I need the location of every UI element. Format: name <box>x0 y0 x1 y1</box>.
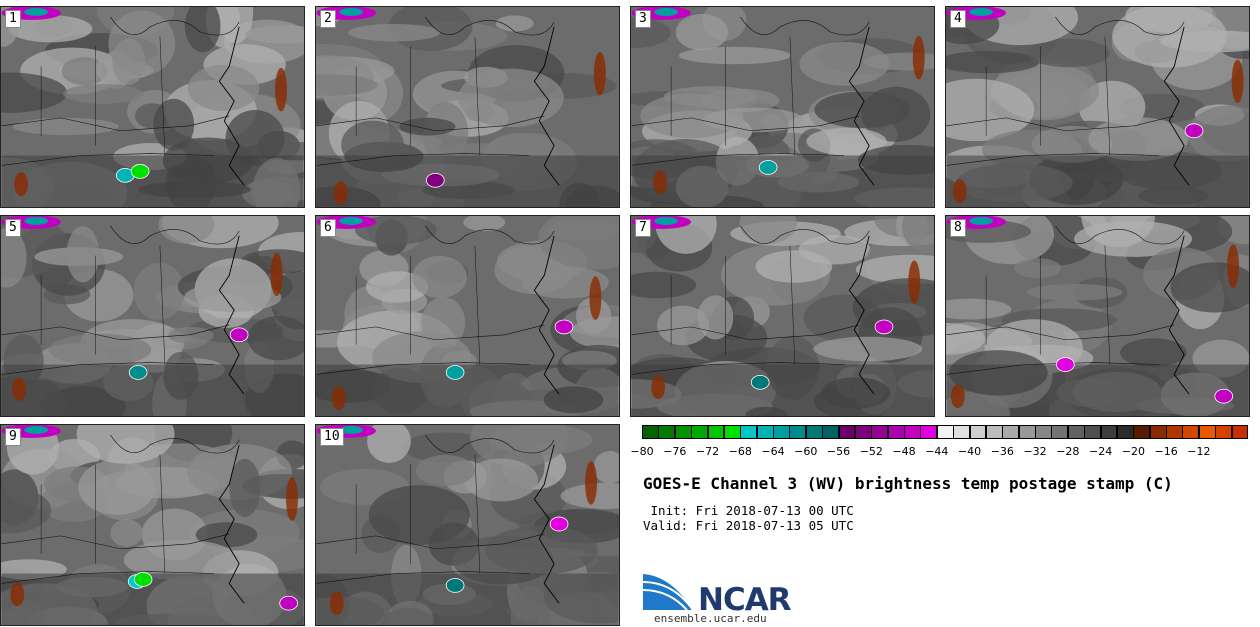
legend-swatch <box>691 425 708 439</box>
legend-swatch <box>1100 425 1118 439</box>
panel-number: 1 <box>5 10 21 28</box>
panel-number: 3 <box>635 10 651 28</box>
legend-swatch <box>723 425 741 439</box>
map-field-4 <box>946 7 1249 207</box>
panel-number: 8 <box>950 219 966 237</box>
panel-6: 6 <box>315 215 620 417</box>
init-time: Init: Fri 2018-07-13 00 UTC <box>643 503 854 518</box>
panel-10: 10 <box>315 424 620 626</box>
map-field-10 <box>316 425 619 625</box>
map-field-9 <box>1 425 304 625</box>
panel-1: 1 <box>0 6 305 208</box>
legend-tick-label: −64 <box>761 445 785 458</box>
panel-9: 9 <box>0 424 305 626</box>
legend-swatch <box>789 425 807 439</box>
legend-swatch <box>904 425 921 439</box>
legend-tick-label: −68 <box>728 445 752 458</box>
panel-8: 8 <box>945 215 1250 417</box>
legend-tick-label: −24 <box>1088 445 1113 458</box>
panel-number: 9 <box>5 428 21 446</box>
panel-number: 5 <box>5 219 21 237</box>
figure-title: GOES-E Channel 3 (WV) brightness temp po… <box>643 474 1173 493</box>
legend-swatch <box>1084 425 1102 439</box>
legend-swatch <box>887 425 905 439</box>
map-field-2 <box>316 7 619 207</box>
legend-swatch <box>1182 425 1200 439</box>
valid-time: Valid: Fri 2018-07-13 05 UTC <box>643 518 854 533</box>
legend-swatch <box>985 425 1003 439</box>
legend-tick-label: −20 <box>1121 445 1145 458</box>
panel-number: 7 <box>635 219 651 237</box>
map-field-7 <box>631 216 934 416</box>
legend-swatch <box>1198 425 1216 439</box>
legend-swatch <box>1166 425 1183 439</box>
legend-swatch <box>1051 425 1069 439</box>
legend-tick-label: −48 <box>892 445 916 458</box>
panel-2: 2 <box>315 6 620 208</box>
map-field-3 <box>631 7 934 207</box>
legend-swatch <box>936 425 954 439</box>
map-field-5 <box>1 216 304 416</box>
legend-tick-label: −36 <box>990 445 1014 458</box>
panel-7: 7 <box>630 215 935 417</box>
site-url: ensemble.ucar.edu <box>654 612 767 625</box>
ncar-logo-icon <box>643 574 694 611</box>
legend-swatch <box>953 425 971 439</box>
legend-swatch <box>1035 425 1052 439</box>
legend-swatch <box>1133 425 1151 439</box>
legend-tick-label: −12 <box>1187 445 1211 458</box>
legend-swatch <box>838 425 856 439</box>
legend-swatch <box>805 425 823 439</box>
map-field-6 <box>316 216 619 416</box>
legend-swatch <box>1116 425 1134 439</box>
legend-tick-label: −60 <box>794 445 818 458</box>
legend-swatch <box>822 425 840 439</box>
legend-swatch <box>1215 425 1233 439</box>
legend-swatch <box>854 425 872 439</box>
panel-number: 4 <box>950 10 966 28</box>
panel-3: 3 <box>630 6 935 208</box>
legend-swatch <box>740 425 758 439</box>
legend-tick-label: −32 <box>1023 445 1047 458</box>
legend-swatch <box>674 425 692 439</box>
panel-4: 4 <box>945 6 1250 208</box>
legend-swatch <box>1018 425 1036 439</box>
panel-number: 2 <box>320 10 336 28</box>
ncar-logo-text: NCAR <box>698 582 792 618</box>
legend-tick-label: −80 <box>630 445 654 458</box>
legend-tick-label: −72 <box>695 445 720 458</box>
legend-tick-label: −40 <box>957 445 982 458</box>
legend-swatch <box>1002 425 1020 439</box>
legend-tick-label: −16 <box>1154 445 1178 458</box>
legend-swatch <box>920 425 938 439</box>
legend-tick-label: −52 <box>859 445 883 458</box>
legend-swatch <box>658 425 676 439</box>
legend-swatch <box>707 425 725 439</box>
legend-swatch <box>642 425 659 439</box>
legend-swatch <box>1067 425 1085 439</box>
map-field-1 <box>1 7 304 207</box>
legend-tick-label: −44 <box>925 445 949 458</box>
legend-swatch <box>1231 425 1249 439</box>
legend-tick-label: −76 <box>663 445 687 458</box>
map-field-8 <box>946 216 1249 416</box>
panel-number: 6 <box>320 219 336 237</box>
legend-swatch <box>871 425 889 439</box>
legend-swatch <box>773 425 790 439</box>
panel-number: 10 <box>320 428 344 446</box>
legend-swatch <box>756 425 774 439</box>
legend-swatch <box>1149 425 1167 439</box>
legend-tick-label: −56 <box>826 445 851 458</box>
panel-5: 5 <box>0 215 305 417</box>
color-legend <box>642 425 1249 441</box>
legend-tick-label: −28 <box>1056 445 1080 458</box>
legend-swatch <box>969 425 987 439</box>
